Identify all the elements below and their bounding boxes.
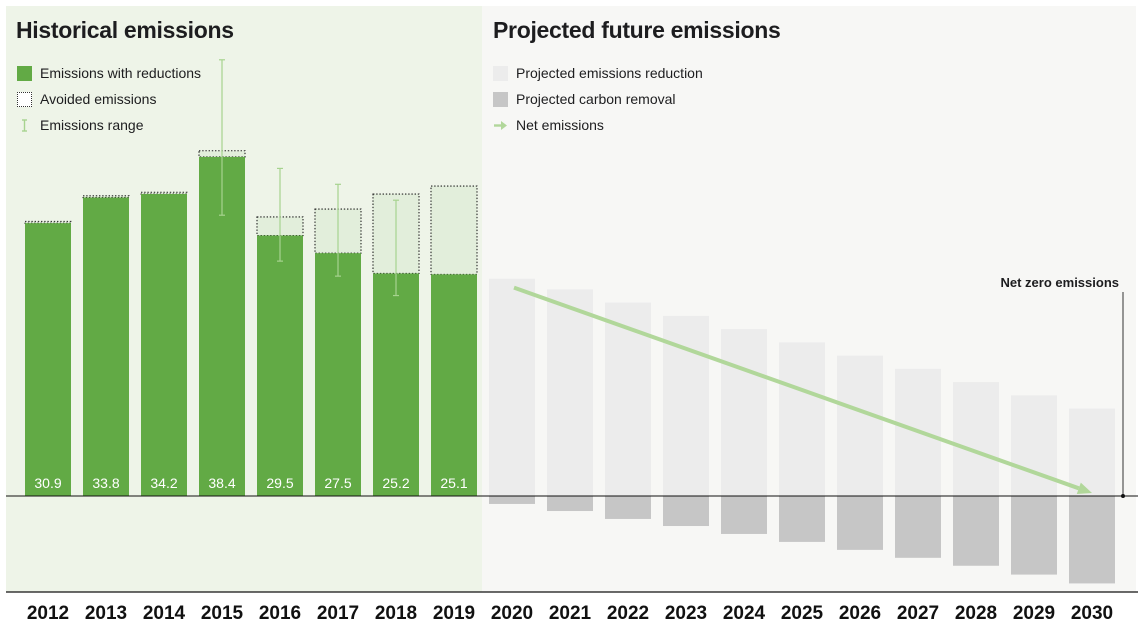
projected-reduction-bar-2030	[1069, 408, 1115, 496]
projected-reduction-bar-2022	[605, 302, 651, 496]
x-tick-label-2015: 2015	[201, 603, 244, 624]
carbon-removal-bar-2022	[605, 496, 651, 519]
green-square-icon	[17, 65, 32, 81]
carbon-removal-bar-2023	[663, 496, 709, 527]
bar-value-label-2018: 25.2	[382, 475, 409, 491]
bar-value-label-2012: 30.9	[34, 475, 61, 491]
avoided-emissions-bar-2014	[140, 191, 188, 195]
emissions-bar-2014	[141, 194, 187, 497]
emissions-bar-2018	[373, 273, 419, 496]
emissions-range-2016	[277, 167, 283, 262]
light-square-icon	[493, 65, 508, 81]
emissions-range-2018	[393, 199, 399, 297]
carbon-removal-bar-2028	[953, 496, 999, 566]
legend-label: Net emissions	[516, 117, 604, 133]
projected-reduction-bar-2020	[489, 278, 535, 496]
legend-item-avoided-emissions: Avoided emissions	[17, 86, 201, 112]
emissions-bar-2019	[431, 274, 477, 496]
projected-title: Projected future emissions	[493, 17, 781, 43]
carbon-removal-bar-2027	[895, 496, 941, 558]
avoided-emissions-bar-2013	[82, 195, 130, 199]
legend-label: Projected carbon removal	[516, 91, 676, 107]
net-emissions-arrow	[513, 285, 1080, 491]
projected-reduction-bar-2021	[547, 289, 593, 496]
legend-item-emissions-with-reductions: Emissions with reductions	[17, 60, 201, 86]
x-tick-label-2024: 2024	[723, 603, 766, 624]
x-tick-label-2026: 2026	[839, 603, 881, 624]
projected-reduction-bar-2029	[1011, 395, 1057, 496]
net-zero-label: Net zero emissions	[1000, 275, 1120, 290]
legend-item-projected-reduction: Projected emissions reduction	[493, 60, 703, 86]
legend-item-net-emissions: Net emissions	[493, 112, 703, 138]
x-tick-label-2022: 2022	[607, 603, 649, 624]
projected-legend: Projected emissions reduction Projected …	[493, 60, 703, 138]
carbon-removal-bar-2024	[721, 496, 767, 534]
bar-value-label-2013: 33.8	[92, 475, 119, 491]
net-zero-marker-dot	[1121, 494, 1125, 498]
projected-reduction-bar-2025	[779, 342, 825, 496]
carbon-removal-bar-2025	[779, 496, 825, 542]
carbon-removal-bar-2020	[489, 496, 535, 504]
avoided-emissions-bar-2019	[430, 185, 478, 275]
net-emissions-arrowhead	[1076, 482, 1092, 494]
range-bar-icon	[22, 118, 27, 132]
bar-value-label-2019: 25.1	[440, 475, 467, 491]
legend-label: Avoided emissions	[40, 91, 157, 107]
carbon-removal-bar-2029	[1011, 496, 1057, 575]
avoided-emissions-bar-2012	[24, 220, 72, 224]
projected-reduction-bar-2023	[663, 315, 709, 496]
x-tick-label-2023: 2023	[665, 603, 707, 624]
emissions-bar-2013	[83, 197, 129, 496]
projected-reduction-bar-2026	[837, 355, 883, 496]
x-tick-label-2016: 2016	[259, 603, 301, 624]
x-tick-label-2012: 2012	[27, 603, 69, 624]
legend-item-projected-removal: Projected carbon removal	[493, 86, 703, 112]
projected-reduction-bar-2028	[953, 382, 999, 496]
emissions-bar-2017	[315, 253, 361, 496]
projected-reduction-bar-2024	[721, 329, 767, 496]
x-tick-label-2020: 2020	[491, 603, 533, 624]
carbon-removal-bar-2021	[547, 496, 593, 512]
bar-value-label-2016: 29.5	[266, 475, 293, 491]
legend-item-emissions-range: Emissions range	[17, 112, 201, 138]
x-tick-label-2030: 2030	[1071, 603, 1113, 624]
emissions-bar-2012	[25, 223, 71, 496]
emissions-range-2015	[219, 59, 225, 216]
x-tick-label-2017: 2017	[317, 603, 359, 624]
x-tick-label-2029: 2029	[1013, 603, 1055, 624]
x-tick-label-2013: 2013	[85, 603, 127, 624]
x-tick-label-2014: 2014	[143, 603, 186, 624]
legend-label: Emissions range	[40, 117, 144, 133]
emissions-range-2017	[335, 183, 341, 277]
bar-value-label-2017: 27.5	[324, 475, 351, 491]
dotted-square-icon	[17, 91, 32, 107]
bar-value-label-2014: 34.2	[150, 475, 177, 491]
x-tick-label-2025: 2025	[781, 603, 824, 624]
x-tick-label-2021: 2021	[549, 603, 592, 624]
arrow-right-icon	[494, 120, 507, 130]
historical-title: Historical emissions	[16, 17, 234, 43]
x-tick-label-2018: 2018	[375, 603, 417, 624]
bar-value-label-2015: 38.4	[208, 475, 235, 491]
legend-label: Emissions with reductions	[40, 65, 202, 81]
x-tick-label-2019: 2019	[433, 603, 475, 624]
carbon-removal-bar-2026	[837, 496, 883, 550]
historical-legend: Emissions with reductions Avoided emissi…	[17, 60, 201, 138]
x-tick-label-2028: 2028	[955, 603, 997, 624]
emissions-bar-2016	[257, 235, 303, 496]
legend-label: Projected emissions reduction	[516, 65, 703, 81]
gray-square-icon	[493, 91, 508, 107]
carbon-removal-bar-2030	[1069, 496, 1115, 584]
x-tick-label-2027: 2027	[897, 603, 939, 624]
